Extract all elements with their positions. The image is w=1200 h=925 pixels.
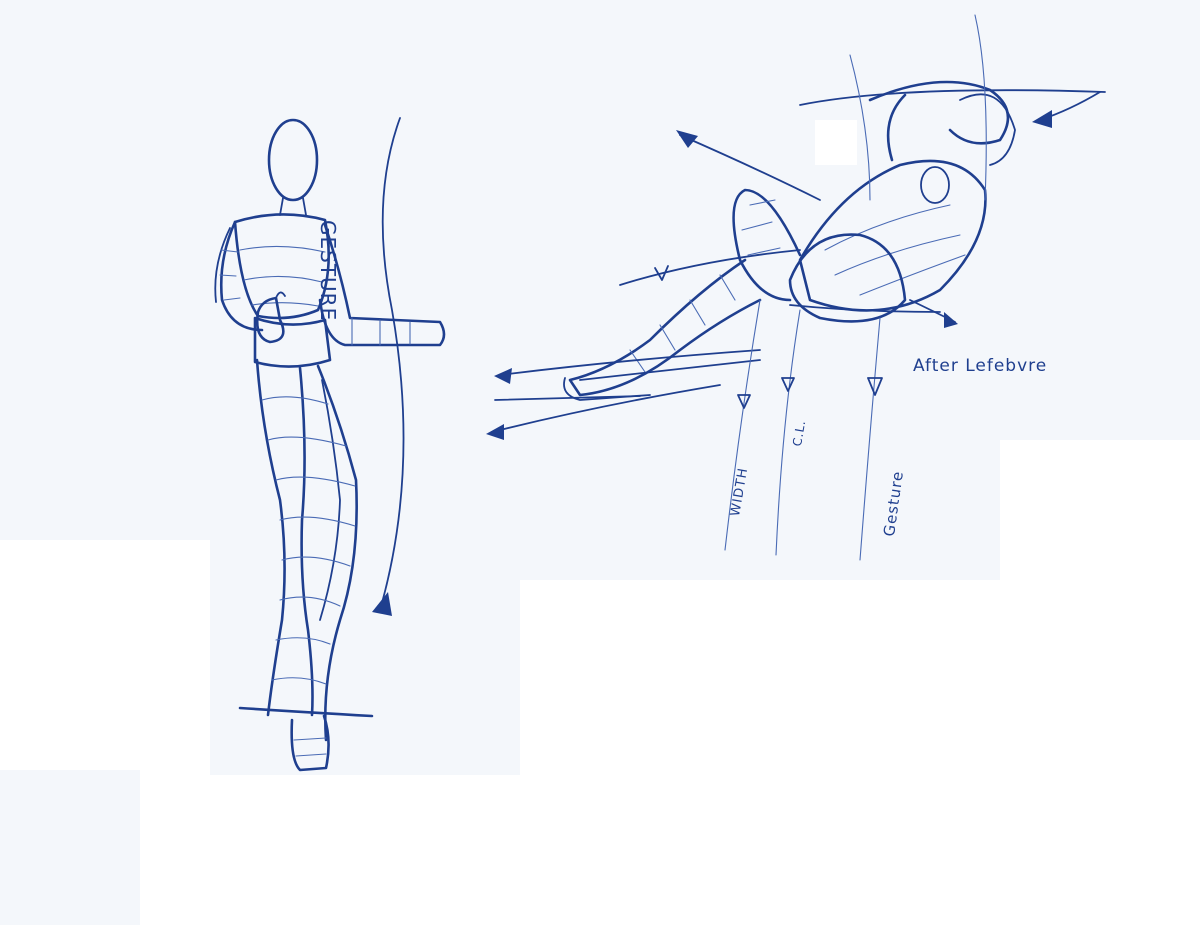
construction-lines [486, 14, 1106, 561]
paper-scan-lower [210, 530, 520, 775]
gesture-label-vertical: GESTURE [316, 220, 340, 322]
paper-scan-top [0, 0, 1200, 440]
paper-cutout [815, 120, 857, 165]
paper-scan-strip [480, 440, 1000, 580]
reclining-figure [563, 80, 1016, 401]
after-lefebvre-credit: After Lefebvre [913, 356, 1048, 376]
standing-figure [214, 118, 446, 772]
paper-scan-corner [0, 770, 140, 925]
gesture-arrow [372, 117, 405, 616]
